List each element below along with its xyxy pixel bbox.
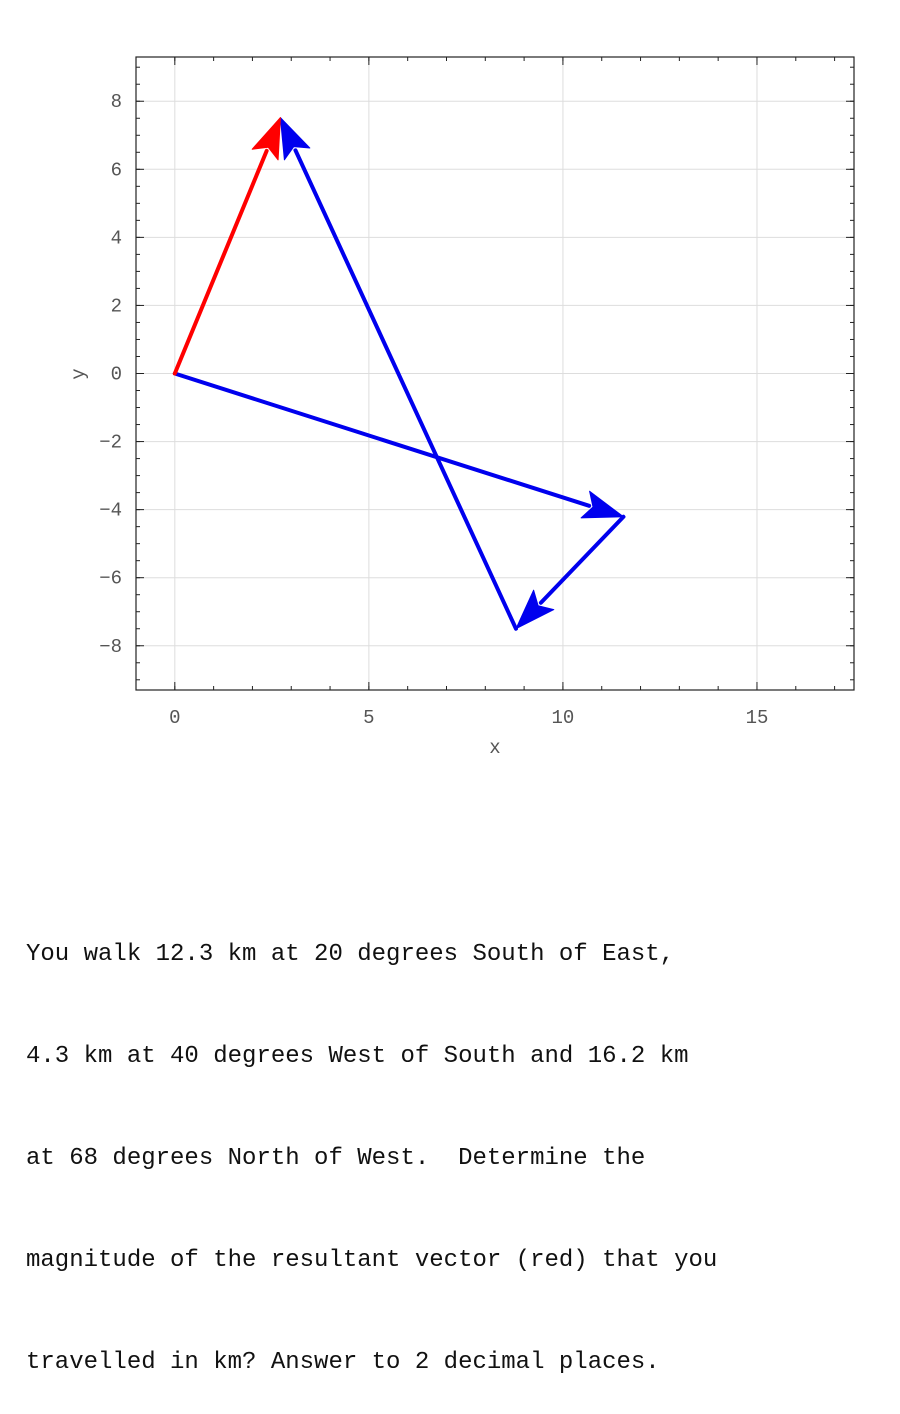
x-tick-label: 15 (746, 707, 769, 729)
question-line: travelled in km? Answer to 2 decimal pla… (26, 1349, 660, 1376)
vector-plot: 0 5 10 15 8 6 4 2 0 −2 −4 −6 −8 x y (68, 56, 855, 759)
y-tick-label: −2 (99, 432, 122, 454)
vector-arrowhead (279, 117, 311, 161)
plot-frame (135, 56, 855, 691)
y-tick-label: −4 (99, 500, 122, 522)
y-tick-label: 6 (111, 159, 122, 181)
y-axis-label: y (68, 368, 90, 379)
question-line: You walk 12.3 km at 20 degrees South of … (26, 941, 675, 968)
y-tick-label: −8 (99, 636, 122, 658)
vector-shaft (172, 371, 592, 508)
vector-arrowhead (251, 117, 281, 161)
vector-shaft (172, 148, 269, 376)
vector-shaft (293, 148, 518, 631)
tick-labels: 0 5 10 15 8 6 4 2 0 −2 −4 −6 −8 (99, 91, 768, 729)
axis-ticks (135, 57, 854, 690)
vector-arrowhead (515, 589, 555, 630)
x-tick-label: 0 (169, 707, 180, 729)
question-line: at 68 degrees North of West. Determine t… (26, 1145, 646, 1172)
x-tick-label: 5 (363, 707, 374, 729)
y-tick-label: −6 (99, 568, 122, 590)
grid (136, 57, 854, 690)
y-tick-label: 2 (111, 295, 122, 317)
x-axis-label: x (489, 737, 500, 759)
question-line: 4.3 km at 40 degrees West of South and 1… (26, 1043, 689, 1070)
y-tick-label: 0 (111, 364, 122, 386)
y-tick-label: 8 (111, 91, 122, 113)
question-line: magnitude of the resultant vector (red) … (26, 1247, 718, 1274)
vector-shaft (538, 514, 626, 605)
vector-arrowhead (580, 490, 624, 519)
vectors (172, 117, 626, 631)
question-text: You walk 12.3 km at 20 degrees South of … (26, 870, 886, 1414)
y-tick-label: 4 (111, 227, 122, 249)
x-tick-label: 10 (552, 707, 575, 729)
